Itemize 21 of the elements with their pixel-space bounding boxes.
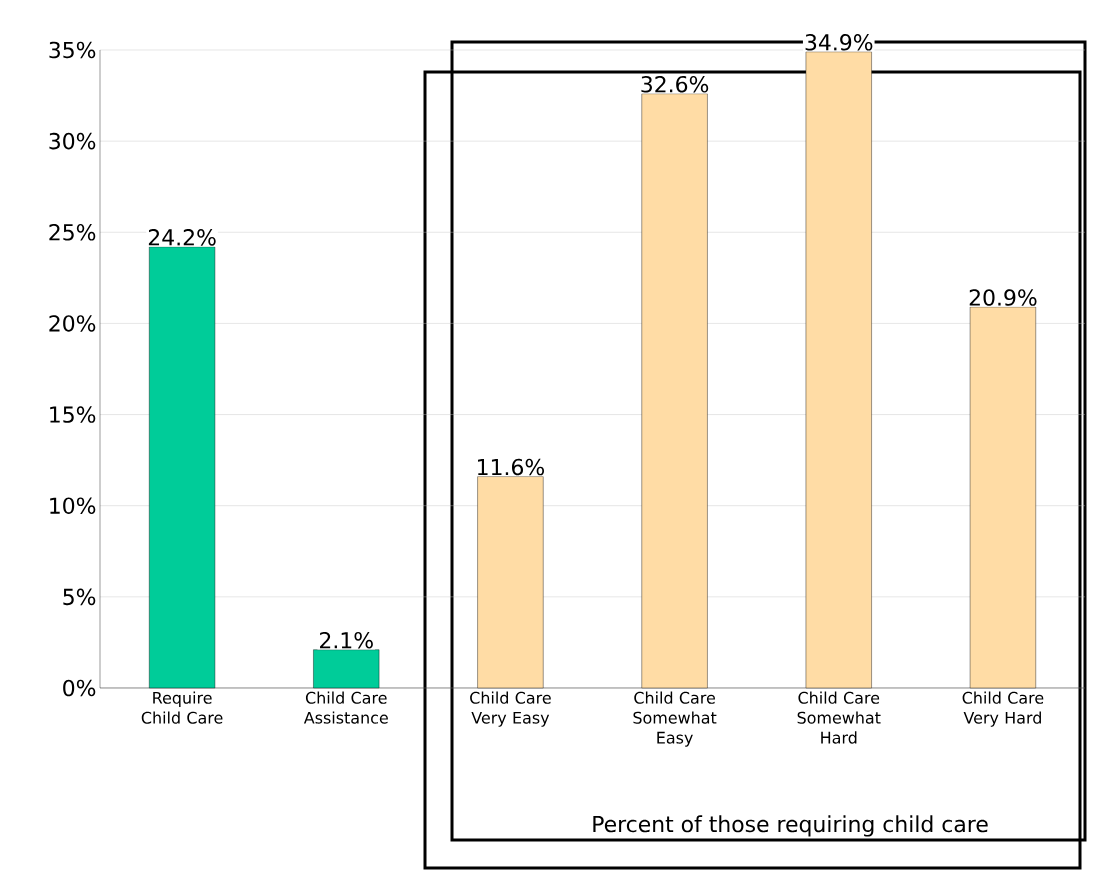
data-label: 32.6% bbox=[641, 75, 709, 93]
x-tick-label: Child Care Somewhat Easy bbox=[633, 691, 717, 747]
data-label: 2.1% bbox=[320, 631, 373, 649]
y-tick-label: 10% bbox=[50, 497, 96, 514]
y-tick-label: 5% bbox=[63, 588, 96, 606]
x-tick-label: Child Care Assistance bbox=[303, 691, 388, 724]
text: Percent of those requiring child care bbox=[593, 815, 988, 837]
x-tick-label: Child Care Somewhat Hard bbox=[797, 691, 881, 744]
y-tick-label: 30% bbox=[49, 132, 96, 150]
y-tick-label: 25% bbox=[49, 223, 96, 241]
data-label: 20.9% bbox=[969, 289, 1037, 306]
y-tick-label: 15% bbox=[50, 406, 96, 423]
data-label: 11.6% bbox=[478, 458, 545, 476]
y-tick-label: 20% bbox=[49, 315, 96, 332]
data-label: 24.2% bbox=[148, 229, 216, 246]
x-tick-label: Child Care Very Hard bbox=[962, 691, 1044, 727]
x-tick-label: Child Care Very Easy bbox=[470, 691, 551, 727]
y-tick-label: 0% bbox=[63, 679, 96, 697]
x-tick-label: Require Child Care bbox=[141, 691, 223, 724]
data-label: 34.9% bbox=[805, 34, 873, 51]
y-tick-label: 35% bbox=[49, 41, 96, 59]
